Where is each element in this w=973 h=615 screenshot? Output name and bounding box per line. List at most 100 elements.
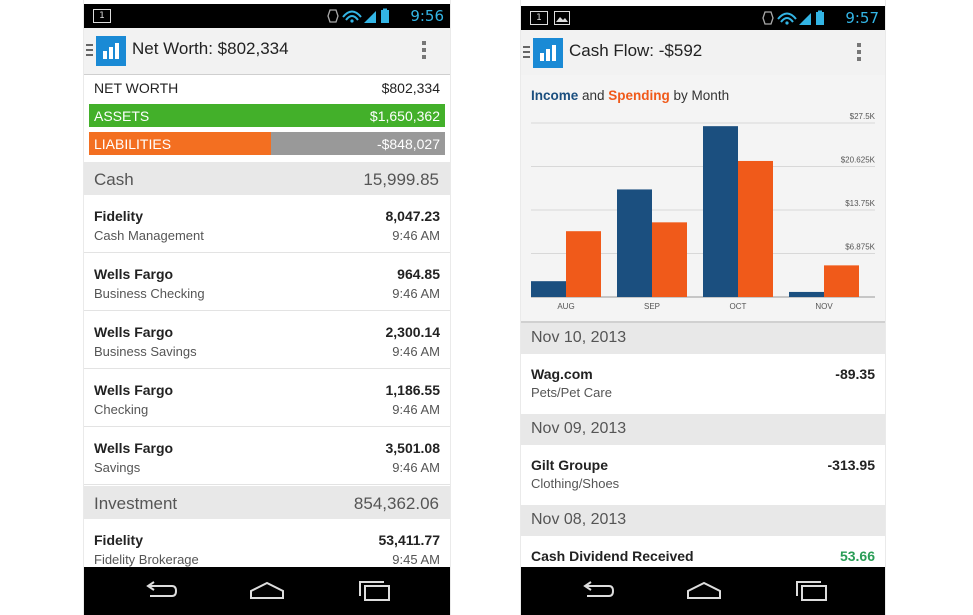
chart-title-spending: Spending bbox=[608, 88, 670, 103]
y-tick-label: $13.75K bbox=[845, 199, 875, 208]
assets-label: ASSETS bbox=[94, 108, 150, 124]
date-header: Nov 10, 2013 bbox=[521, 323, 885, 354]
account-row[interactable]: Wells Fargo Business Savings 2,300.14 9:… bbox=[84, 311, 450, 369]
account-type: Cash Management bbox=[94, 228, 204, 243]
system-status-icons bbox=[762, 10, 824, 25]
y-tick-label: $20.625K bbox=[841, 156, 876, 165]
section-investment[interactable]: Investment 854,362.06 bbox=[84, 486, 450, 519]
section-label: Investment bbox=[94, 494, 178, 513]
recent-apps-icon[interactable] bbox=[793, 580, 829, 602]
x-tick-label: NOV bbox=[815, 302, 833, 311]
section-total: 15,999.85 bbox=[363, 170, 439, 189]
net-worth-screen: 1 9:56 Net Worth: $802,334 NET WORTH $80… bbox=[83, 0, 451, 615]
app-logo-icon[interactable] bbox=[533, 38, 563, 68]
home-icon[interactable] bbox=[249, 580, 285, 602]
y-tick-label: $27.5K bbox=[850, 112, 876, 121]
bar-spending bbox=[566, 231, 601, 297]
assets-value: $1,650,362 bbox=[369, 108, 440, 124]
account-updated-time: 9:46 AM bbox=[392, 344, 440, 359]
net-worth-label: NET WORTH bbox=[94, 80, 179, 96]
image-notification-icon bbox=[554, 11, 570, 25]
account-balance: 8,047.23 bbox=[385, 208, 441, 224]
date-header: Nov 09, 2013 bbox=[521, 414, 885, 445]
overflow-menu-icon[interactable] bbox=[422, 41, 426, 62]
bar-income bbox=[789, 291, 824, 297]
transaction-amount: -313.95 bbox=[827, 457, 875, 473]
account-balance: 1,186.55 bbox=[385, 382, 441, 398]
home-icon[interactable] bbox=[686, 580, 722, 602]
y-tick-label: $6.875K bbox=[845, 243, 875, 252]
status-time: 9:56 bbox=[410, 7, 444, 25]
drawer-icon[interactable] bbox=[86, 44, 93, 59]
section-label: Cash bbox=[94, 170, 134, 189]
action-bar: Cash Flow: -$592 bbox=[521, 30, 885, 77]
recent-apps-icon[interactable] bbox=[356, 580, 392, 602]
account-balance: 53,411.77 bbox=[378, 532, 440, 548]
date-label: Nov 09, 2013 bbox=[531, 420, 627, 437]
account-balance: 3,501.08 bbox=[385, 440, 441, 456]
liabilities-value: -$848,027 bbox=[376, 136, 440, 152]
date-header: Nov 08, 2013 bbox=[521, 505, 885, 536]
bar-chart: $6.875K $13.75K $20.625K $27.5K AUG SEP OCT NOV bbox=[531, 112, 876, 311]
x-tick-label: OCT bbox=[730, 302, 747, 311]
section-cash[interactable]: Cash 15,999.85 bbox=[84, 162, 450, 195]
account-updated-time: 9:46 AM bbox=[392, 228, 440, 243]
back-icon[interactable] bbox=[142, 580, 178, 602]
account-balance: 2,300.14 bbox=[385, 324, 441, 340]
chart-title-income: Income bbox=[531, 88, 579, 103]
status-time: 9:57 bbox=[845, 9, 879, 27]
net-worth-row: NET WORTH $802,334 bbox=[94, 80, 440, 100]
x-tick-label: SEP bbox=[644, 302, 660, 311]
account-row[interactable]: Wells Fargo Checking 1,186.55 9:46 AM bbox=[84, 369, 450, 427]
account-row[interactable]: Wells Fargo Savings 3,501.08 9:46 AM bbox=[84, 427, 450, 485]
account-type: Fidelity Brokerage bbox=[94, 552, 199, 567]
account-type: Business Savings bbox=[94, 344, 197, 359]
account-name: Wells Fargo bbox=[94, 382, 174, 398]
status-bar: 1 9:57 bbox=[521, 6, 885, 30]
account-balance: 964.85 bbox=[397, 266, 440, 282]
notification-icon: 1 bbox=[530, 11, 548, 25]
liabilities-bar[interactable]: LIABILITIES -$848,027 bbox=[89, 132, 445, 155]
account-row[interactable]: Fidelity Fidelity Brokerage 53,411.77 9:… bbox=[84, 519, 450, 576]
date-label: Nov 08, 2013 bbox=[531, 511, 627, 528]
back-icon[interactable] bbox=[579, 580, 615, 602]
date-label: Nov 10, 2013 bbox=[531, 329, 627, 346]
liabilities-fill bbox=[89, 132, 271, 155]
transaction-category: Pets/Pet Care bbox=[531, 385, 612, 400]
page-title: Net Worth: $802,334 bbox=[132, 39, 289, 58]
drawer-icon[interactable] bbox=[523, 46, 530, 61]
notification-icon: 1 bbox=[93, 9, 111, 23]
navigation-bar bbox=[84, 567, 450, 615]
bar-spending bbox=[824, 265, 859, 297]
bar-income bbox=[531, 281, 566, 297]
account-type: Savings bbox=[94, 460, 141, 475]
assets-bar[interactable]: ASSETS $1,650,362 bbox=[89, 104, 445, 127]
account-name: Wells Fargo bbox=[94, 324, 174, 340]
liabilities-label: LIABILITIES bbox=[94, 136, 172, 152]
app-logo-icon[interactable] bbox=[96, 36, 126, 66]
transaction-row[interactable]: Gilt Groupe Clothing/Shoes -313.95 bbox=[521, 445, 885, 505]
account-row[interactable]: Wells Fargo Business Checking 964.85 9:4… bbox=[84, 253, 450, 311]
transaction-row[interactable]: Wag.com Pets/Pet Care -89.35 bbox=[521, 354, 885, 414]
account-row[interactable]: Fidelity Cash Management 8,047.23 9:46 A… bbox=[84, 195, 450, 253]
status-bar: 1 9:56 bbox=[84, 4, 450, 28]
transaction-amount: -89.35 bbox=[835, 366, 875, 382]
overflow-menu-icon[interactable] bbox=[857, 43, 861, 64]
account-name: Fidelity bbox=[94, 532, 144, 548]
account-updated-time: 9:46 AM bbox=[392, 460, 440, 475]
transaction-name: Cash Dividend Received bbox=[531, 548, 694, 564]
account-name: Wells Fargo bbox=[94, 266, 174, 282]
system-status-icons bbox=[327, 8, 389, 23]
account-type: Business Checking bbox=[94, 286, 205, 301]
account-updated-time: 9:45 AM bbox=[392, 552, 440, 567]
account-updated-time: 9:46 AM bbox=[392, 286, 440, 301]
net-worth-value: $802,334 bbox=[381, 80, 440, 96]
bar-spending bbox=[738, 160, 773, 297]
action-bar: Net Worth: $802,334 bbox=[84, 28, 450, 75]
income-spending-chart[interactable]: Income and Spending by Month $6.875K $13.… bbox=[521, 75, 885, 323]
transaction-amount: 53.66 bbox=[839, 548, 875, 564]
bar-spending bbox=[652, 222, 687, 297]
chart-title-suffix: by Month bbox=[669, 88, 730, 103]
account-type: Checking bbox=[94, 402, 149, 417]
section-total: 854,362.06 bbox=[353, 494, 439, 513]
